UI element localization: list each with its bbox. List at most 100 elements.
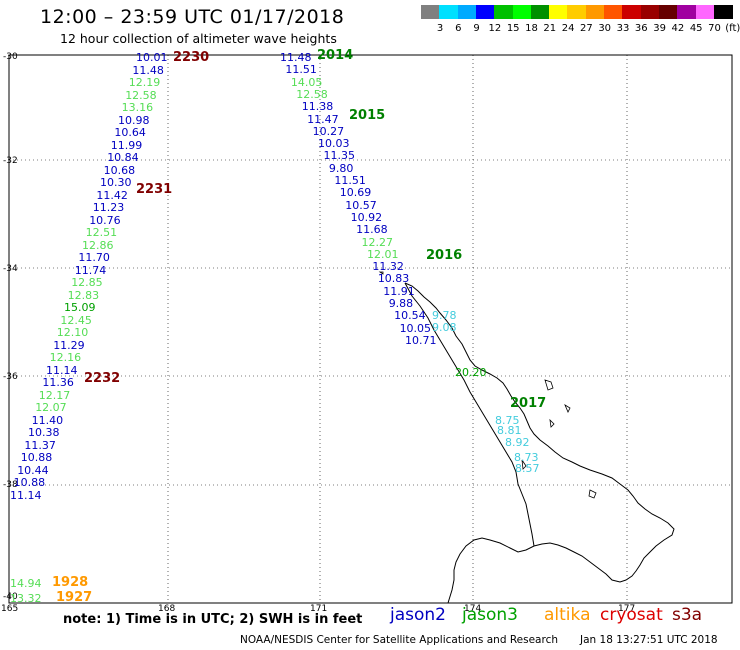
color-scale-label: 39 [653,23,666,34]
color-scale-label: (ft) [725,23,740,34]
wave-height-label: 12.58 [296,87,328,101]
wave-height-label: 11.32 [372,260,404,274]
color-swatch [457,5,477,19]
color-swatch [695,5,715,19]
color-swatch [567,5,587,19]
time-marker: 2016 [426,248,463,263]
wave-height-label: 10.84 [107,151,139,164]
wave-height-label: 12.45 [60,313,92,327]
wave-height-label: 15.09 [64,301,96,314]
color-swatch [713,5,733,19]
generated-timestamp: Jan 18 13:27:51 UTC 2018 [580,634,718,646]
map-subtitle: 12 hour collection of altimeter wave hei… [60,31,337,46]
wave-height-label: 20.20 [455,366,487,379]
color-scale-label: 33 [616,23,630,34]
color-swatch [622,5,642,19]
time-marker: 2014 [317,48,354,63]
wave-height-label: 11.14 [46,363,78,377]
wave-height-label: 11.37 [24,438,56,452]
wave-height-label: 12.07 [35,401,67,414]
longitude-label: 168 [158,604,176,614]
wave-height-label: 12.17 [38,388,71,402]
color-swatch [658,5,678,19]
wave-height-label: 11.47 [307,112,339,126]
wave-height-label: 13.32 [10,592,42,605]
satellite-legend-s3a: s3a [672,605,703,625]
time-marker: 1927 [56,590,93,605]
wave-height-label: 10.57 [345,198,377,212]
color-swatch [475,5,495,19]
wave-height-label: 13.16 [121,101,154,114]
time-marker: 2015 [349,108,386,123]
coastline-islands [378,271,597,499]
wave-height-label: 12.85 [71,276,103,289]
wave-height-label: 11.23 [92,201,125,214]
time-marker: 2231 [136,182,173,197]
color-scale-label: 70 [708,23,721,34]
wave-height-label: 14.05 [290,75,323,89]
wave-height-label: 9.08 [432,321,457,334]
wave-height-label: 11.42 [96,188,128,202]
latitude-label: -32 [3,156,18,166]
color-scale-label: 9 [473,23,480,34]
latitude-label: -40 [3,592,18,602]
wave-height-label: 12.19 [128,76,161,89]
coastline-north-island [404,282,675,604]
color-scale-label: 42 [671,23,685,34]
satellite-legend-jason2: jason2 [390,605,446,625]
color-swatch [640,5,660,19]
lat-lon-grid [9,55,732,603]
wave-height-label: 9.80 [328,161,354,175]
color-scale-label: 18 [525,23,538,34]
time-marker: 2017 [510,396,547,411]
satellite-legend-altika: altika [544,605,591,625]
wave-height-label: 11.14 [10,488,42,502]
latitude-label: -36 [3,372,18,382]
wave-height-label: 11.29 [53,338,85,352]
wave-height-label: 10.44 [17,463,49,477]
time-marker: 2232 [84,371,121,386]
wave-height-label: 11.74 [74,263,107,277]
wave-height-label: 10.68 [103,163,136,177]
map-title: 12:00 – 23:59 UTC 01/17/2018 [40,6,345,28]
wave-height-label: 11.48 [280,51,312,64]
wave-height-label: 12.16 [49,351,82,364]
time-marker: 1928 [52,575,89,590]
wave-height-label: 9.78 [432,309,457,322]
coastline-west-coast [404,282,535,547]
wave-height-label: 10.03 [318,137,350,151]
color-scale-label: 36 [634,23,648,34]
color-scale-label: 45 [689,23,703,34]
color-swatch [494,5,514,19]
latitude-label: -38 [3,480,18,490]
longitude-label: 165 [1,604,19,614]
wave-height-label: 11.48 [132,63,164,77]
color-swatch [549,5,569,19]
wave-height-label: 10.88 [13,476,46,489]
wave-height-label: 10.69 [339,186,372,200]
wave-height-label: 10.92 [350,210,383,224]
latitude-label: -34 [3,264,18,274]
wave-height-label: 12.01 [366,247,399,261]
wave-height-label: 11.51 [285,63,317,77]
wave-height-label: 11.35 [323,149,355,163]
latitude-label: -30 [3,52,18,62]
credit-footer: NOAA/NESDIS Center for Satellite Applica… [240,634,558,646]
wave-height-label: 12.58 [125,88,157,102]
wave-height-label: 10.30 [100,176,132,189]
color-swatch [677,5,697,19]
wave-height-label: 11.51 [334,174,366,187]
wave-height-label: 10.54 [394,309,426,323]
wave-height-label: 11.91 [383,284,415,298]
satellite-legend-jason3: jason3 [462,605,518,625]
wave-height-label: 8.57 [515,462,540,475]
wave-height-label: 10.01 [136,51,168,64]
color-scale-label: 24 [561,23,575,34]
color-swatch [585,5,605,19]
wave-height-label: 11.38 [301,100,334,114]
color-scale-label: 3 [436,23,444,34]
longitude-label: 177 [618,604,636,614]
wave-height-label: 12.51 [85,226,118,239]
wave-height-label: 8.75 [495,414,520,427]
